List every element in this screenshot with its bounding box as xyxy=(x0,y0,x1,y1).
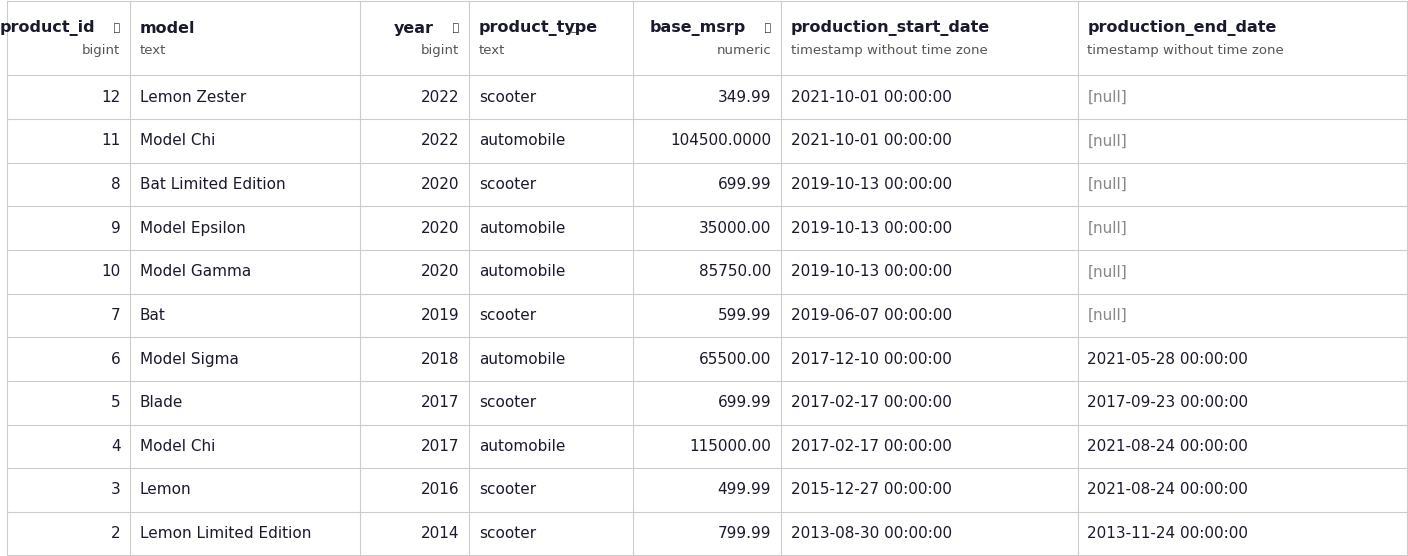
Text: 104500.0000: 104500.0000 xyxy=(670,133,772,148)
Text: Model Sigma: Model Sigma xyxy=(139,351,239,366)
Text: 2021-08-24 00:00:00: 2021-08-24 00:00:00 xyxy=(1087,483,1249,498)
Text: 7: 7 xyxy=(111,308,121,323)
Text: automobile: automobile xyxy=(479,351,565,366)
Text: production_end_date: production_end_date xyxy=(1087,20,1277,36)
Text: text: text xyxy=(139,44,166,57)
Text: 2017-02-17 00:00:00: 2017-02-17 00:00:00 xyxy=(791,439,952,454)
Text: automobile: automobile xyxy=(479,264,565,279)
Text: 2013-08-30 00:00:00: 2013-08-30 00:00:00 xyxy=(791,526,952,541)
Text: 10: 10 xyxy=(101,264,121,279)
Text: 5: 5 xyxy=(111,395,121,410)
Text: 6: 6 xyxy=(111,351,121,366)
Text: 2019-10-13 00:00:00: 2019-10-13 00:00:00 xyxy=(791,264,952,279)
Text: automobile: automobile xyxy=(479,439,565,454)
Text: 2017: 2017 xyxy=(421,439,459,454)
Text: scooter: scooter xyxy=(479,308,536,323)
Text: Model Epsilon: Model Epsilon xyxy=(139,221,246,236)
Text: 2016: 2016 xyxy=(421,483,459,498)
Text: Lemon Zester: Lemon Zester xyxy=(139,90,246,105)
Text: 2022: 2022 xyxy=(421,133,459,148)
Text: Model Chi: Model Chi xyxy=(139,133,215,148)
Text: 2021-10-01 00:00:00: 2021-10-01 00:00:00 xyxy=(791,133,952,148)
Text: 35000.00: 35000.00 xyxy=(698,221,772,236)
Text: 2020: 2020 xyxy=(421,221,459,236)
Text: Lemon Limited Edition: Lemon Limited Edition xyxy=(139,526,311,541)
Text: scooter: scooter xyxy=(479,483,536,498)
Text: 2: 2 xyxy=(111,526,121,541)
Text: 11: 11 xyxy=(101,133,121,148)
Text: 3: 3 xyxy=(111,483,121,498)
Text: 699.99: 699.99 xyxy=(718,395,772,410)
Text: product_type: product_type xyxy=(479,20,598,36)
Text: Lemon: Lemon xyxy=(139,483,191,498)
Text: 4: 4 xyxy=(111,439,121,454)
Text: 2017: 2017 xyxy=(421,395,459,410)
Text: 65500.00: 65500.00 xyxy=(698,351,772,366)
Text: text: text xyxy=(479,44,505,57)
Text: production_start_date: production_start_date xyxy=(791,20,990,36)
Text: 9: 9 xyxy=(111,221,121,236)
Text: model: model xyxy=(139,21,196,36)
Text: 12: 12 xyxy=(101,90,121,105)
Text: Blade: Blade xyxy=(139,395,183,410)
Text: 349.99: 349.99 xyxy=(718,90,772,105)
Text: 599.99: 599.99 xyxy=(718,308,772,323)
Text: 699.99: 699.99 xyxy=(718,177,772,192)
Text: scooter: scooter xyxy=(479,177,536,192)
Text: 2020: 2020 xyxy=(421,177,459,192)
Text: 2022: 2022 xyxy=(421,90,459,105)
Text: [null]: [null] xyxy=(1087,90,1128,105)
Text: 2017-12-10 00:00:00: 2017-12-10 00:00:00 xyxy=(791,351,952,366)
Text: 499.99: 499.99 xyxy=(718,483,772,498)
Text: 🔒: 🔒 xyxy=(570,23,577,33)
Text: [null]: [null] xyxy=(1087,308,1128,323)
Text: product_id: product_id xyxy=(0,20,96,36)
Text: Bat Limited Edition: Bat Limited Edition xyxy=(139,177,286,192)
Text: bigint: bigint xyxy=(82,44,121,57)
Text: 🔒: 🔒 xyxy=(449,23,459,33)
Text: 2015-12-27 00:00:00: 2015-12-27 00:00:00 xyxy=(791,483,952,498)
Text: [null]: [null] xyxy=(1087,133,1128,148)
Text: bigint: bigint xyxy=(421,44,459,57)
Text: automobile: automobile xyxy=(479,221,565,236)
Text: 2014: 2014 xyxy=(421,526,459,541)
Text: 2017-09-23 00:00:00: 2017-09-23 00:00:00 xyxy=(1087,395,1249,410)
Text: 2019-10-13 00:00:00: 2019-10-13 00:00:00 xyxy=(791,177,952,192)
Text: automobile: automobile xyxy=(479,133,565,148)
Text: 🔒: 🔒 xyxy=(762,23,772,33)
Text: timestamp without time zone: timestamp without time zone xyxy=(791,44,987,57)
Text: 2018: 2018 xyxy=(421,351,459,366)
Text: Model Gamma: Model Gamma xyxy=(139,264,251,279)
Text: [null]: [null] xyxy=(1087,221,1128,236)
Text: 2021-08-24 00:00:00: 2021-08-24 00:00:00 xyxy=(1087,439,1249,454)
Text: scooter: scooter xyxy=(479,395,536,410)
Text: 2021-05-28 00:00:00: 2021-05-28 00:00:00 xyxy=(1087,351,1249,366)
Text: 2013-11-24 00:00:00: 2013-11-24 00:00:00 xyxy=(1087,526,1249,541)
Text: 2017-02-17 00:00:00: 2017-02-17 00:00:00 xyxy=(791,395,952,410)
Text: scooter: scooter xyxy=(479,90,536,105)
Text: Bat: Bat xyxy=(139,308,166,323)
Text: 2019-10-13 00:00:00: 2019-10-13 00:00:00 xyxy=(791,221,952,236)
Text: 2019: 2019 xyxy=(421,308,459,323)
Text: 8: 8 xyxy=(111,177,121,192)
Text: 2021-10-01 00:00:00: 2021-10-01 00:00:00 xyxy=(791,90,952,105)
Text: base_msrp: base_msrp xyxy=(649,20,746,36)
Text: 2020: 2020 xyxy=(421,264,459,279)
Text: [null]: [null] xyxy=(1087,264,1128,279)
Text: scooter: scooter xyxy=(479,526,536,541)
Text: 🔒: 🔒 xyxy=(110,23,121,33)
Text: Model Chi: Model Chi xyxy=(139,439,215,454)
Text: 115000.00: 115000.00 xyxy=(690,439,772,454)
Text: numeric: numeric xyxy=(717,44,772,57)
Text: 799.99: 799.99 xyxy=(718,526,772,541)
Text: year: year xyxy=(394,21,434,36)
Text: [null]: [null] xyxy=(1087,177,1128,192)
Text: 85750.00: 85750.00 xyxy=(698,264,772,279)
Text: timestamp without time zone: timestamp without time zone xyxy=(1087,44,1284,57)
Text: 2019-06-07 00:00:00: 2019-06-07 00:00:00 xyxy=(791,308,952,323)
